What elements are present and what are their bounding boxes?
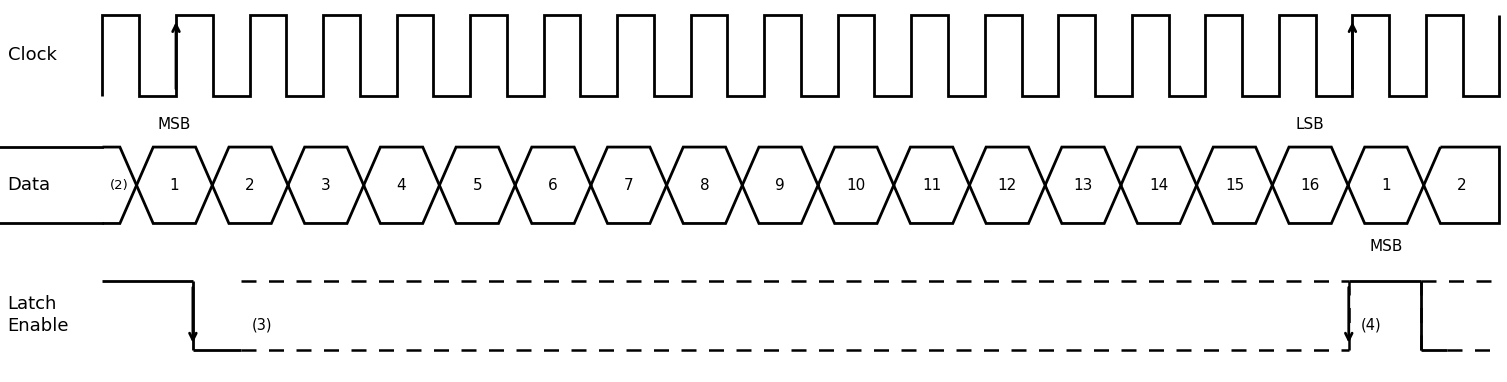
Text: 3: 3 xyxy=(321,178,330,193)
Text: 14: 14 xyxy=(1150,178,1168,193)
Text: 13: 13 xyxy=(1073,178,1093,193)
Text: 9: 9 xyxy=(775,178,785,193)
Text: 10: 10 xyxy=(847,178,865,193)
Text: 8: 8 xyxy=(699,178,710,193)
Text: MSB: MSB xyxy=(158,117,191,132)
Text: 12: 12 xyxy=(998,178,1017,193)
Text: 7: 7 xyxy=(624,178,633,193)
Text: LSB: LSB xyxy=(1296,117,1325,132)
Text: Data: Data xyxy=(8,176,51,194)
Text: 1: 1 xyxy=(1380,178,1391,193)
Text: 4: 4 xyxy=(396,178,407,193)
Text: 2: 2 xyxy=(1457,178,1466,193)
Text: (3): (3) xyxy=(252,317,273,332)
Text: MSB: MSB xyxy=(1370,239,1403,254)
Text: 11: 11 xyxy=(922,178,942,193)
Text: (2): (2) xyxy=(110,179,130,192)
Text: 16: 16 xyxy=(1301,178,1320,193)
Text: 5: 5 xyxy=(473,178,482,193)
Text: (4): (4) xyxy=(1361,317,1382,332)
Text: 6: 6 xyxy=(549,178,558,193)
Text: 2: 2 xyxy=(246,178,255,193)
Text: 1: 1 xyxy=(170,178,179,193)
Text: Clock: Clock xyxy=(8,46,56,65)
Text: 15: 15 xyxy=(1225,178,1245,193)
Text: Latch
Enable: Latch Enable xyxy=(8,295,69,335)
